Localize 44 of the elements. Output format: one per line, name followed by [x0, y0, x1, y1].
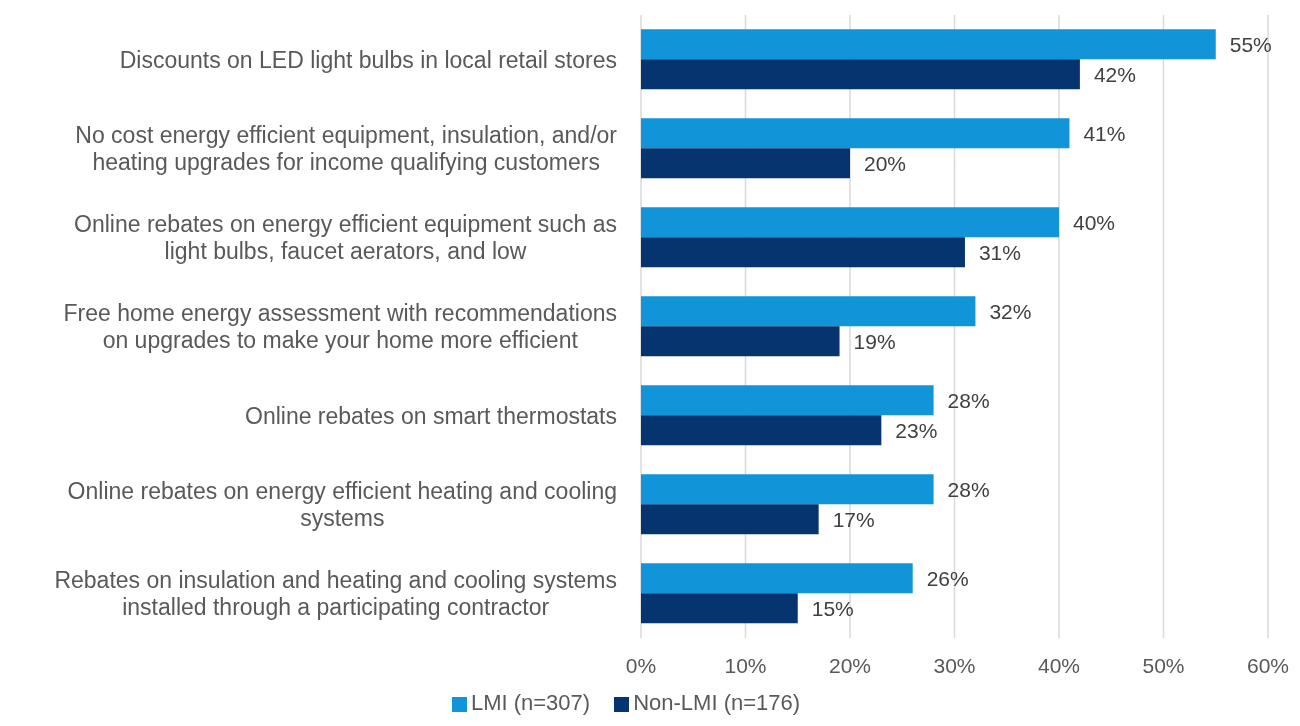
bar — [641, 593, 798, 624]
y-tick-label: Discounts on LED light bulbs in local retail stores — [119, 46, 617, 73]
bar — [641, 474, 934, 505]
bar — [641, 148, 850, 179]
data-label: 19% — [853, 329, 896, 353]
bar — [641, 296, 976, 327]
bar — [641, 29, 1216, 60]
x-tick-label: 60% — [1246, 653, 1290, 677]
x-tick-label: 10% — [724, 653, 767, 677]
data-label: 23% — [895, 418, 938, 442]
data-label: 42% — [1093, 62, 1136, 86]
x-tick-label: 40% — [1037, 653, 1081, 677]
data-label: 28% — [947, 477, 990, 501]
bar — [641, 385, 934, 416]
y-tick-label: Free home energy assessment with recommendations on upgrades to make your home more efficient — [63, 299, 617, 354]
bar — [641, 207, 1059, 238]
legend-label: LMI (n=307) — [470, 690, 591, 715]
bar — [641, 326, 840, 357]
x-tick-label: 20% — [828, 653, 872, 677]
y-tick-label: Online rebates on energy efficient equipment such as light bulbs, faucet aerators, and low — [74, 210, 618, 265]
bar — [641, 59, 1080, 90]
y-tick-label: Online rebates on energy efficient heating and cooling systems — [67, 477, 617, 532]
bar — [641, 118, 1070, 149]
bar — [641, 504, 819, 535]
data-label: 17% — [832, 507, 875, 531]
y-tick-label: No cost energy efficient equipment, insulation, and/or heating upgrades for income qualifying customers — [75, 121, 618, 176]
y-tick-label: Rebates on insulation and heating and cooling systems installed through a participating contractor — [54, 566, 617, 621]
data-label: 20% — [864, 151, 907, 175]
x-tick-label: 30% — [933, 653, 976, 677]
data-label: 15% — [811, 596, 854, 620]
bar — [641, 237, 965, 268]
y-tick-label: Online rebates on smart thermostats — [245, 402, 617, 429]
data-label: 31% — [978, 240, 1021, 264]
data-label: 40% — [1073, 210, 1116, 234]
bar — [641, 415, 882, 446]
data-label: 28% — [947, 388, 990, 412]
legend-label: Non-LMI (n=176) — [633, 690, 801, 715]
x-tick-label: 50% — [1142, 653, 1185, 677]
data-label: 32% — [989, 299, 1032, 323]
data-label: 55% — [1229, 32, 1272, 56]
data-label: 26% — [926, 566, 969, 590]
x-tick-label: 0% — [625, 653, 657, 677]
bar — [641, 563, 913, 594]
data-label: 41% — [1083, 121, 1126, 145]
